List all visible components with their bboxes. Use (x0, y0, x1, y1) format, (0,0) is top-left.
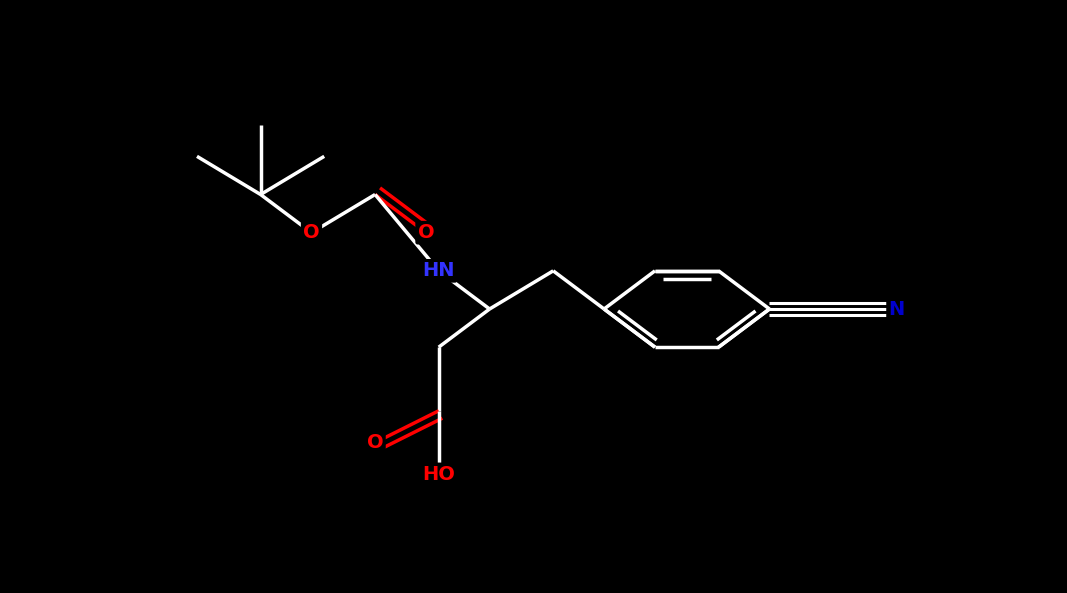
Text: O: O (417, 223, 434, 242)
Text: O: O (303, 223, 320, 242)
Text: HO: HO (423, 465, 456, 484)
Text: O: O (367, 433, 383, 452)
Text: N: N (889, 299, 905, 318)
Text: HN: HN (423, 262, 455, 280)
